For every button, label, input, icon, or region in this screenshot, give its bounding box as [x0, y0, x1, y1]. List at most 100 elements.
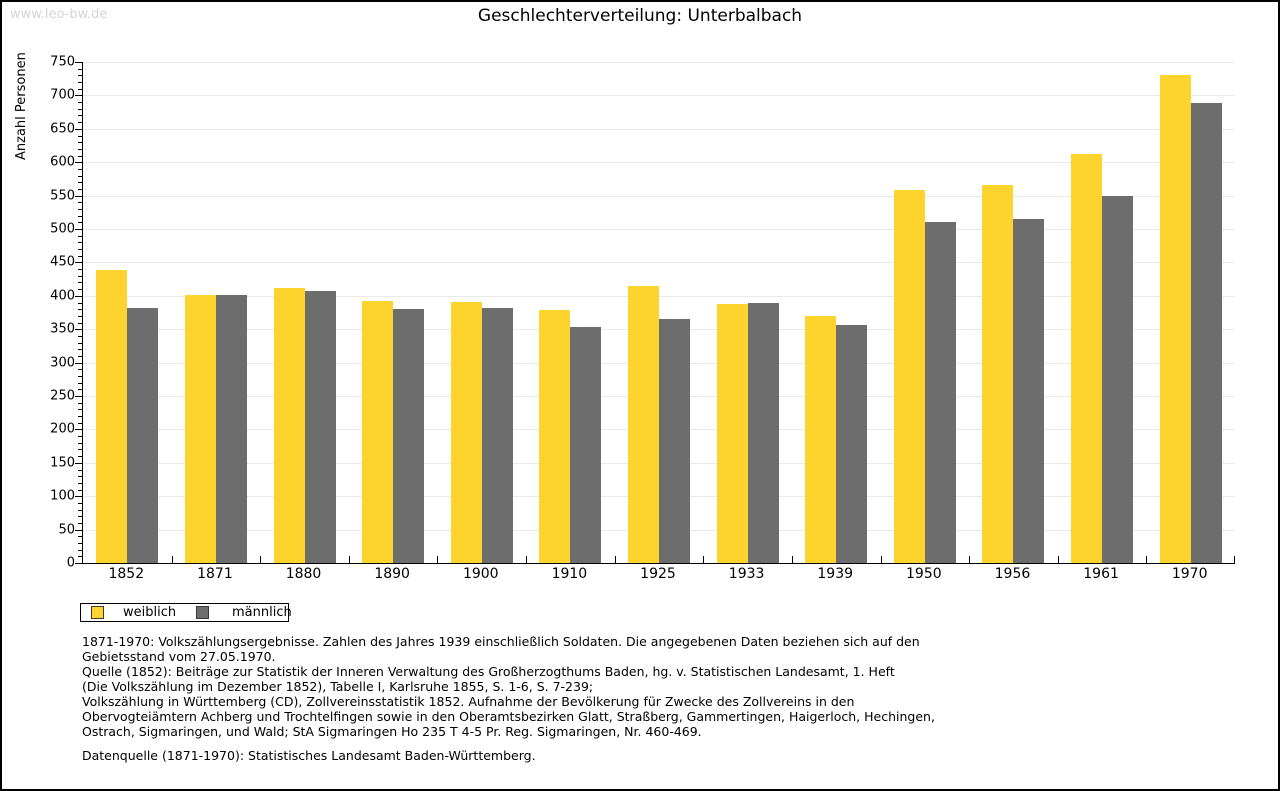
y-minor-tick-440 — [78, 269, 83, 271]
footnote-line-2: Gebietsstand vom 27.05.1970. — [82, 649, 276, 664]
y-tick-label-400: 400 — [50, 288, 75, 304]
bar-männlich-1950 — [924, 221, 956, 563]
y-minor-tick-330 — [78, 342, 83, 344]
bar-männlich-1925 — [658, 319, 690, 563]
y-minor-tick-290 — [78, 369, 83, 371]
bar-männlich-1961 — [1102, 195, 1134, 563]
footnote-line-7: Ostrach, Sigmaringen, und Wald; StA Sigm… — [82, 724, 702, 739]
y-major-tick-550 — [75, 195, 83, 197]
x-boundary-tick-7 — [703, 556, 705, 563]
x-boundary-tick-13 — [1234, 556, 1235, 563]
x-tick-label-1939: 1939 — [817, 566, 854, 582]
y-tick-label-200: 200 — [50, 421, 75, 437]
y-tick-label-700: 700 — [50, 87, 75, 103]
x-tick-label-1900: 1900 — [462, 566, 499, 582]
bar-männlich-1956 — [1013, 219, 1045, 563]
y-minor-tick-80 — [78, 509, 83, 511]
bar-weiblich-1956 — [982, 184, 1014, 563]
datasource-line: Datenquelle (1871-1970): Statistisches L… — [82, 748, 536, 763]
legend-box: weiblich männlich — [80, 603, 292, 622]
x-boundary-tick-11 — [1057, 556, 1059, 563]
x-boundary-tick-8 — [791, 556, 793, 563]
y-tick-label-750: 750 — [50, 54, 75, 70]
gridline-600 — [83, 162, 1235, 164]
y-minor-tick-720 — [78, 82, 83, 83]
y-minor-tick-490 — [78, 235, 83, 237]
chart-title: Geschlechterverteilung: Unterbalbach — [477, 6, 803, 26]
y-minor-tick-320 — [78, 349, 83, 351]
bar-group-1880 — [260, 62, 349, 563]
y-major-tick-150 — [75, 462, 83, 464]
bar-group-1970 — [1146, 62, 1235, 563]
x-tick-label-1970: 1970 — [1171, 566, 1208, 582]
gridline-750 — [83, 62, 1235, 63]
y-minor-tick-540 — [78, 202, 83, 204]
y-tick-label-650: 650 — [50, 121, 75, 137]
y-tick-label-500: 500 — [50, 221, 75, 237]
gridline-450 — [83, 262, 1235, 264]
y-minor-tick-590 — [78, 168, 83, 170]
y-minor-tick-640 — [78, 135, 83, 137]
bar-männlich-1900 — [481, 307, 513, 563]
y-tick-label-100: 100 — [50, 488, 75, 504]
bar-group-1939 — [792, 62, 881, 563]
y-minor-tick-210 — [78, 422, 83, 424]
x-boundary-tick-2 — [260, 556, 262, 563]
y-minor-tick-220 — [78, 416, 83, 417]
y-major-tick-200 — [75, 429, 83, 431]
y-minor-tick-660 — [78, 122, 83, 124]
bar-männlich-1939 — [836, 324, 868, 563]
bar-group-1910 — [526, 62, 615, 563]
y-minor-tick-260 — [78, 389, 83, 391]
x-boundary-tick-6 — [614, 556, 616, 563]
y-minor-tick-190 — [78, 436, 83, 438]
y-minor-tick-670 — [78, 115, 83, 117]
bar-weiblich-1939 — [805, 315, 837, 563]
y-minor-tick-620 — [78, 148, 83, 150]
y-major-tick-50 — [75, 529, 83, 531]
x-tick-label-1871: 1871 — [197, 566, 233, 582]
y-minor-tick-610 — [78, 155, 83, 157]
y-minor-tick-280 — [78, 376, 83, 377]
y-minor-tick-680 — [78, 108, 83, 110]
x-axis-labels: 1852 1871 1880 1890 1900 1910 1925 1933 1939 1950… — [82, 566, 1234, 586]
y-major-tick-350 — [75, 329, 83, 331]
legend-swatch-männlich — [196, 606, 209, 619]
y-minor-tick-160 — [78, 456, 83, 458]
gridline-650 — [83, 128, 1235, 130]
footnote-line-5: Volkszählung in Württemberg (CD), Zollve… — [82, 694, 855, 709]
y-minor-tick-690 — [78, 102, 83, 104]
footnote-line-1: 1871-1970: Volkszählungsergebnisse. Zahl… — [82, 634, 920, 649]
y-minor-tick-90 — [78, 502, 83, 504]
y-tick-label-250: 250 — [50, 388, 75, 404]
x-tick-label-1880: 1880 — [285, 566, 322, 582]
y-minor-tick-240 — [78, 402, 83, 404]
plot-area: 0 50 100 150 200 250 300 350 400 450 500 550 600 650 7… — [50, 55, 1235, 571]
bar-group-1890 — [349, 62, 438, 563]
x-tick-label-1852: 1852 — [108, 566, 145, 582]
legend-label-männlich: männlich — [232, 605, 292, 620]
y-minor-tick-180 — [78, 442, 83, 444]
y-minor-tick-40 — [78, 536, 83, 538]
y-tick-label-0: 0 — [66, 555, 75, 571]
y-minor-tick-170 — [78, 449, 83, 451]
y-major-tick-400 — [75, 295, 83, 297]
footnote-line-3: Quelle (1852): Beiträge zur Statistik de… — [82, 664, 895, 679]
y-minor-tick-10 — [78, 556, 83, 558]
y-tick-label-350: 350 — [50, 321, 75, 337]
footnote-line-6: Obervogteiämtern Achberg und Trochtelfin… — [82, 709, 935, 724]
bar-group-1961 — [1058, 62, 1147, 563]
y-minor-tick-520 — [78, 215, 83, 217]
x-boundary-tick-1 — [171, 556, 173, 563]
gridline-550 — [83, 195, 1235, 197]
bar-weiblich-1961 — [1071, 153, 1103, 563]
y-minor-tick-120 — [78, 482, 83, 484]
y-major-tick-250 — [75, 396, 83, 397]
bar-group-1950 — [881, 62, 970, 563]
legend-label-weiblich: weiblich — [123, 605, 177, 620]
x-tick-label-1950: 1950 — [906, 566, 942, 582]
bar-weiblich-1852 — [96, 270, 128, 563]
y-minor-tick-140 — [78, 469, 83, 471]
x-tick-label-1961: 1961 — [1083, 566, 1119, 582]
bar-männlich-1871 — [215, 295, 247, 563]
